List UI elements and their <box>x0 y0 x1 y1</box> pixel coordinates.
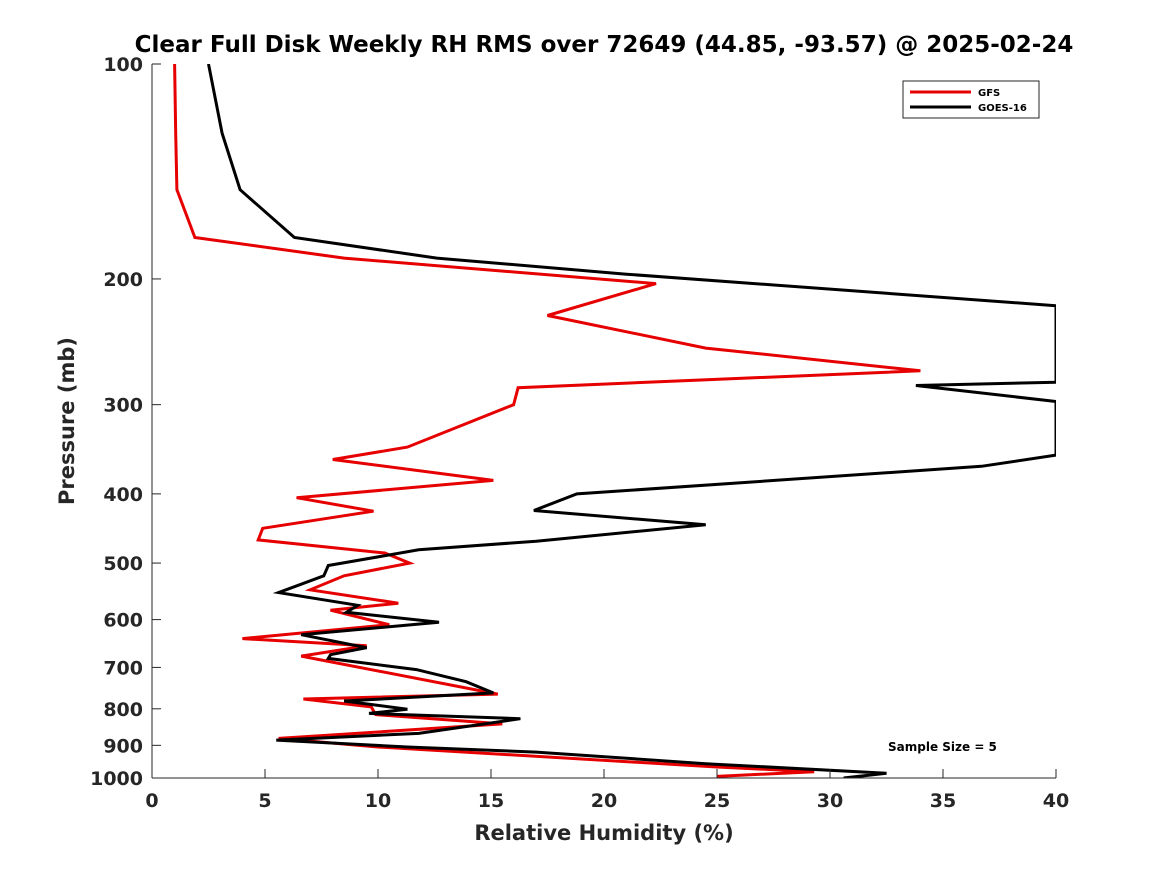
legend-label-gfs: GFS <box>978 88 1000 99</box>
legend-label-goes-16: GOES-16 <box>978 103 1027 114</box>
x-tick-label: 30 <box>817 790 843 812</box>
x-tick-label: 25 <box>704 790 730 812</box>
y-tick-label: 900 <box>103 735 143 757</box>
y-tick-label: 200 <box>103 269 143 291</box>
y-tick-label: 500 <box>103 553 143 575</box>
series-line-gfs <box>173 64 921 778</box>
y-tick-label: 1000 <box>90 768 143 790</box>
axes: 0 5 10 15 20 25 30 35 40 100 200 300 400 500 600 700 800… <box>90 54 1069 812</box>
x-tick-label: 10 <box>365 790 391 812</box>
x-axis-label: Relative Humidity (%) <box>474 821 733 845</box>
x-tick-label: 5 <box>258 790 271 812</box>
legend-box <box>902 80 1040 119</box>
y-axis-label: Pressure (mb) <box>55 337 79 505</box>
plot-area <box>173 64 1056 778</box>
y-tick-label: 800 <box>103 699 143 721</box>
x-tick-label: 0 <box>145 790 158 812</box>
x-tick-label: 35 <box>930 790 956 812</box>
y-tick-label: 100 <box>103 54 143 76</box>
y-tick-label: 700 <box>103 657 143 679</box>
chart-title: Clear Full Disk Weekly RH RMS over 72649… <box>135 32 1074 58</box>
x-tick-label: 15 <box>478 790 504 812</box>
x-tick-label: 40 <box>1043 790 1069 812</box>
legend: GFS GOES-16 <box>902 80 1040 119</box>
y-tick-label: 400 <box>103 484 143 506</box>
y-tick-label: 600 <box>103 610 143 632</box>
x-tick-label: 20 <box>591 790 617 812</box>
sample-size-annotation: Sample Size = 5 <box>888 740 997 754</box>
series-line-goes-16 <box>207 64 1056 778</box>
y-tick-label: 300 <box>103 395 143 417</box>
